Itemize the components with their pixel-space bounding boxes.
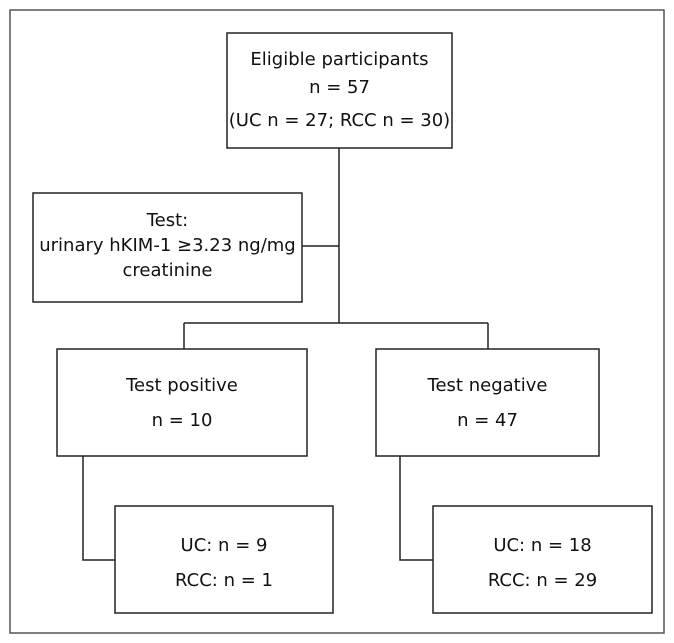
node-text: (UC n = 27; RCC n = 30) bbox=[229, 110, 450, 131]
node-box bbox=[432, 505, 653, 614]
node-text: Test: bbox=[146, 210, 189, 231]
node-text: n = 47 bbox=[457, 410, 518, 431]
node-text: UC: n = 18 bbox=[493, 535, 591, 556]
node-box bbox=[56, 348, 308, 457]
node-text: RCC: n = 1 bbox=[175, 570, 273, 591]
node-text: Test positive bbox=[125, 375, 238, 396]
node-text: n = 10 bbox=[152, 410, 213, 431]
node-text: UC: n = 9 bbox=[181, 535, 268, 556]
node-text: n = 57 bbox=[309, 77, 370, 98]
node-box bbox=[226, 32, 453, 149]
node-box bbox=[375, 348, 600, 457]
node-box bbox=[32, 192, 303, 303]
node-text: RCC: n = 29 bbox=[488, 570, 597, 591]
connectors bbox=[82, 148, 489, 561]
node-text: Test negative bbox=[427, 375, 548, 396]
node-text: Eligible participants bbox=[250, 49, 428, 70]
node-text: urinary hKIM-1 ≥3.23 ng/mg bbox=[39, 235, 295, 256]
node-text: creatinine bbox=[123, 260, 213, 281]
node-box bbox=[114, 505, 334, 614]
